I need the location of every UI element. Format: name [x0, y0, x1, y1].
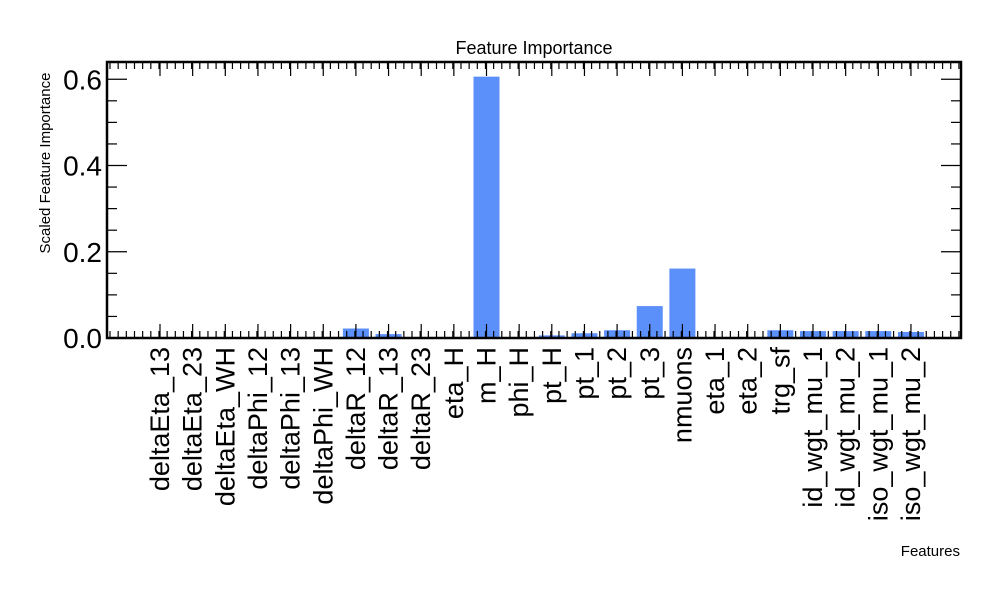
x-tick-label-deltaR_23: deltaR_23	[406, 347, 436, 470]
x-tick-label-id_wgt_mu_2: id_wgt_mu_2	[831, 347, 861, 508]
x-tick-label-trg_sf: trg_sf	[765, 347, 795, 415]
x-tick-label-pt_2: pt_2	[602, 347, 632, 400]
x-axis-label: Features	[901, 543, 960, 560]
x-tick-label-eta_H: eta_H	[439, 347, 469, 419]
x-tick-label-nmuons: nmuons	[667, 347, 697, 443]
x-tick-label-pt_3: pt_3	[635, 347, 665, 400]
x-tick-label-pt_1: pt_1	[569, 347, 599, 400]
x-tick-label-deltaEta_WH: deltaEta_WH	[210, 347, 240, 506]
x-tick-label-deltaPhi_WH: deltaPhi_WH	[308, 347, 338, 505]
bar-m_H	[473, 76, 500, 338]
y-tick-labels: 0.0 0.2 0.4 0.6	[63, 64, 102, 354]
plot-frame	[105, 60, 963, 340]
x-tick-label-iso_wgt_mu_1: iso_wgt_mu_1	[863, 347, 893, 521]
x-tick-label-deltaEta_23: deltaEta_23	[178, 347, 208, 491]
x-tick-label-eta_2: eta_2	[733, 347, 763, 415]
axis-ticks	[107, 62, 961, 339]
x-tick-label-deltaPhi_12: deltaPhi_12	[243, 347, 273, 490]
x-tick-label-deltaR_12: deltaR_12	[341, 347, 371, 470]
x-tick-labels: deltaEta_13 deltaEta_23 deltaEta_WH deltaPh…	[145, 347, 926, 522]
y-tick-label: 0.6	[63, 64, 102, 95]
y-axis-label: Scaled Feature Importance	[37, 73, 54, 254]
y-tick-label: 0.2	[63, 237, 102, 268]
x-tick-label-phi_H: phi_H	[504, 347, 534, 418]
x-tick-label-deltaR_13: deltaR_13	[374, 347, 404, 470]
x-tick-label-iso_wgt_mu_2: iso_wgt_mu_2	[896, 347, 926, 521]
x-tick-label-deltaPhi_13: deltaPhi_13	[276, 347, 306, 490]
y-tick-label: 0.0	[63, 323, 102, 354]
x-tick-label-m_H: m_H	[472, 347, 502, 404]
chart-title: Feature Importance	[455, 38, 612, 58]
x-tick-label-id_wgt_mu_1: id_wgt_mu_1	[798, 347, 828, 508]
x-tick-label-pt_H: pt_H	[537, 347, 567, 404]
x-tick-label-eta_1: eta_1	[700, 347, 730, 415]
bars-group	[342, 76, 924, 338]
x-tick-label-deltaEta_13: deltaEta_13	[145, 347, 175, 491]
y-tick-label: 0.4	[63, 151, 102, 182]
